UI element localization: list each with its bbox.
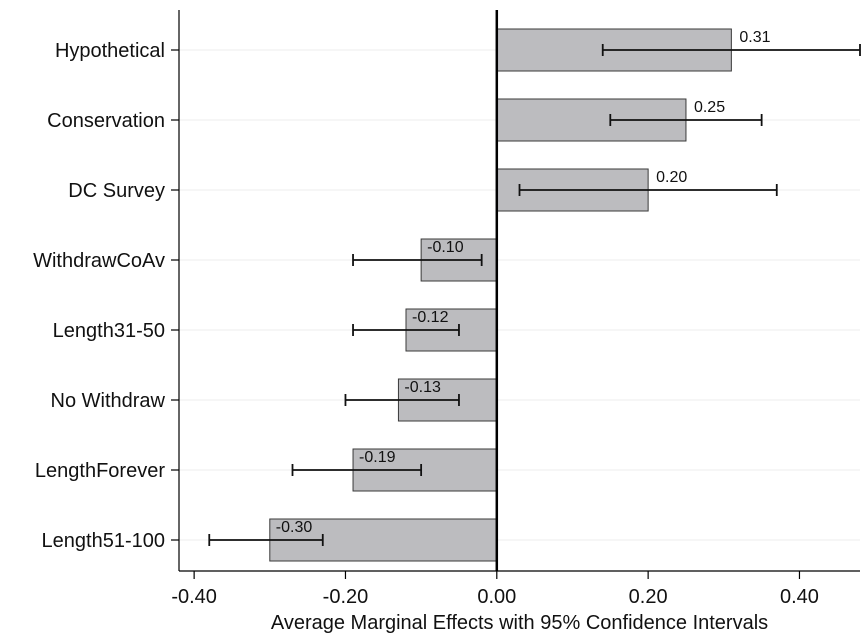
category-label: Hypothetical bbox=[55, 40, 165, 62]
x-tick-label: 0.00 bbox=[477, 586, 516, 608]
x-axis-title: Average Marginal Effects with 95% Confid… bbox=[271, 612, 768, 634]
category-label: Conservation bbox=[47, 110, 165, 132]
labels-layer: Hypothetical Conservation DC Survey Withdra… bbox=[33, 29, 819, 608]
data-label: -0.12 bbox=[412, 309, 449, 326]
x-tick-label: 0.20 bbox=[629, 586, 668, 608]
data-label: -0.13 bbox=[404, 379, 441, 396]
category-label: No Withdraw bbox=[51, 390, 166, 412]
category-label: Length31-50 bbox=[53, 320, 165, 342]
x-tick-label: -0.20 bbox=[323, 586, 369, 608]
data-label: 0.25 bbox=[694, 99, 725, 116]
data-label: -0.19 bbox=[359, 449, 396, 466]
x-tick-label: 0.40 bbox=[780, 586, 819, 608]
data-label: 0.31 bbox=[739, 29, 770, 46]
data-label: 0.20 bbox=[656, 169, 687, 186]
category-label: Length51-100 bbox=[42, 530, 165, 552]
category-label: DC Survey bbox=[68, 180, 165, 202]
category-label: LengthForever bbox=[35, 460, 165, 482]
axes-layer bbox=[178, 10, 860, 572]
data-label: -0.30 bbox=[276, 519, 313, 536]
x-tick-label: -0.40 bbox=[171, 586, 217, 608]
data-label: -0.10 bbox=[427, 239, 464, 256]
category-label: WithdrawCoAv bbox=[33, 250, 165, 272]
bars-layer bbox=[208, 28, 861, 562]
